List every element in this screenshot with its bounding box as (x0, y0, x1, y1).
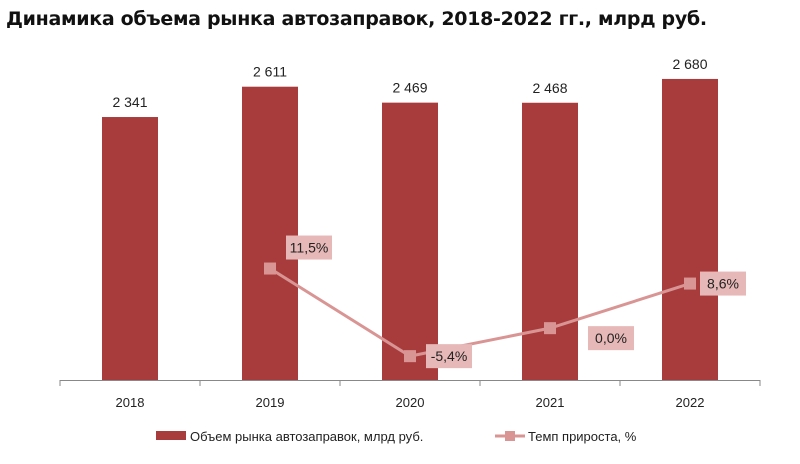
bar (522, 102, 578, 381)
chart-title: Динамика объема рынка автозаправок, 2018… (6, 8, 707, 30)
line-data-label-bg (426, 344, 472, 369)
bar (662, 78, 718, 381)
line-data-label-bg (588, 326, 634, 351)
legend-bar-label: Объем рынка автозаправок, млрд руб. (190, 429, 423, 444)
bar (242, 86, 298, 381)
legend-line-marker (505, 431, 515, 441)
legend-line-label: Темп прироста, % (528, 429, 637, 444)
x-tick-label: 2022 (676, 395, 705, 410)
x-tick-label: 2021 (536, 395, 565, 410)
bar-data-label: 2 611 (253, 64, 287, 80)
line-marker (404, 350, 416, 363)
line-data-label: -5,4% (431, 348, 468, 364)
line-data-label: 11,5% (290, 240, 329, 256)
line-marker (544, 322, 556, 335)
bar-data-label: 2 341 (112, 94, 147, 110)
x-tick-label: 2018 (116, 395, 145, 410)
line-data-label: 0,0% (595, 330, 627, 346)
bar-data-label: 2 680 (672, 56, 707, 72)
line-data-label: 8,6% (707, 276, 739, 292)
x-tick-label: 2019 (256, 395, 285, 410)
line-marker (264, 262, 276, 275)
bar (382, 102, 438, 381)
line-data-label-bg (286, 235, 332, 260)
line-data-label-bg (700, 271, 746, 296)
line-marker (684, 277, 696, 290)
bar (102, 117, 158, 381)
x-tick-label: 2020 (396, 395, 425, 410)
bar-data-label: 2 468 (532, 80, 567, 96)
legend-bar-swatch (156, 431, 186, 440)
bar-data-label: 2 469 (392, 80, 427, 96)
line-series (269, 267, 691, 358)
